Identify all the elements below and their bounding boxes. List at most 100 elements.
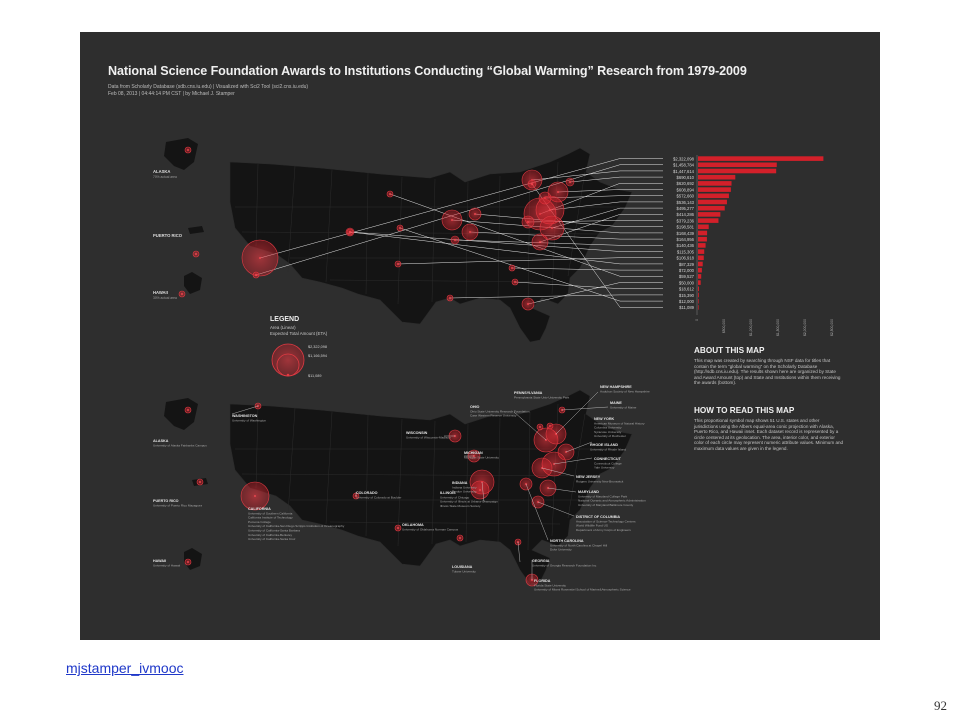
institution-name: Duke University (550, 548, 572, 552)
institution-name: Columbia University (594, 426, 622, 430)
award-center-dot (511, 267, 513, 269)
poster-subtitle-date: Feb 08, 2013 | 04:44:14 PM CST | by Mich… (108, 91, 235, 97)
institution-name: Association of Science-Technology Center… (576, 519, 636, 523)
institution-name: Ohio State University Research Foundatio… (470, 409, 530, 413)
top-pr-shape (188, 226, 204, 234)
connector-line (549, 201, 663, 211)
state-name: ALASKA (153, 439, 169, 443)
bar (698, 249, 705, 254)
bar (698, 274, 702, 279)
connector-line (255, 164, 663, 276)
institution-name: Department of Army Corps of Engineers (576, 528, 631, 532)
top-inset-alaska-label: ALASKA (153, 169, 170, 174)
institution-name: University of Puerto Rico Mayaguez (153, 503, 203, 507)
bottom-leader-lines (231, 391, 609, 580)
bar (698, 205, 725, 211)
award-center-dot (469, 231, 471, 233)
state-name: WASHINGTON (232, 414, 258, 418)
how-to-read-body: This proportional symbol map shows 51 U.… (694, 418, 844, 451)
footer-source-link[interactable]: mjstamper_ivmooc (66, 660, 184, 676)
bar (698, 255, 704, 261)
bar (698, 156, 824, 161)
bar-label: $379,236 (677, 218, 695, 223)
legend: LEGEND Area (Linear) Expected Total Amou… (270, 316, 328, 378)
bar-label: $87,329 (679, 262, 695, 267)
bar (698, 199, 727, 205)
connector-line (349, 231, 663, 265)
award-center-dot (399, 227, 401, 229)
award-center-dot (549, 209, 551, 211)
bar (698, 193, 729, 199)
bar (698, 305, 699, 310)
award-center-dot (527, 221, 529, 223)
institution-name: University of Maine (610, 405, 637, 409)
institution-center-dot (187, 561, 189, 563)
page-number: 92 (934, 698, 947, 713)
connector-line (511, 267, 663, 271)
institution-name: University of Chicago (440, 495, 470, 499)
top-inset-hawaii-label: HAWAII (153, 290, 168, 295)
bar-axis-tick: 0 (695, 319, 699, 321)
award-center-dot (454, 239, 456, 241)
legend-circle-max (271, 343, 305, 377)
award-center-dot (195, 253, 197, 255)
bar (698, 212, 721, 217)
institution-name: University of Alaska Fairbanks Campus (153, 443, 207, 447)
institution-name: Florida State University (534, 583, 566, 587)
state-name: CALIFORNIA (248, 507, 271, 511)
award-center-dot (255, 274, 257, 276)
state-name: OHIO (470, 405, 480, 409)
state-name: MAINE (610, 401, 622, 405)
institution-center-dot (459, 537, 461, 539)
bar (698, 236, 707, 242)
legend-value-min: $11,089 (308, 374, 321, 378)
award-center-dot (389, 193, 391, 195)
institution-name: University of Rochester (594, 434, 626, 438)
institution-name: Connecticut College (594, 461, 622, 465)
bar (698, 298, 699, 304)
award-center-dot (397, 263, 399, 265)
institution-name: Pennsylvania State Univ University Park (514, 395, 570, 399)
bar (698, 168, 777, 174)
bar (698, 218, 719, 223)
bar-label: $2,322,098 (673, 156, 695, 161)
institution-center-dot (187, 409, 189, 411)
bar-label: $495,277 (677, 206, 695, 211)
connector-line (399, 227, 663, 302)
bar-axis-tick: $2,000,000 (803, 319, 807, 336)
institution-name: University of Miami Rosenstiel School of… (534, 588, 631, 592)
award-center-dot (349, 231, 351, 233)
leader-line (231, 405, 259, 415)
top-us-landmass (229, 147, 633, 343)
bar (698, 261, 703, 267)
institution-center-dot (199, 481, 201, 483)
connector-line (454, 239, 663, 246)
connector-line (514, 281, 663, 289)
leader-line (513, 411, 547, 441)
bar-label: $168,439 (677, 231, 695, 236)
institution-center-dot (257, 405, 259, 407)
how-to-read-heading: HOW TO READ THIS MAP (694, 406, 795, 415)
state-name: DISTRICT OF COLUMBIA (576, 515, 620, 519)
top-alaska-shape (164, 138, 198, 170)
institution-name: University of North Carolina at Chapel H… (550, 543, 607, 547)
institution-name: University of Southern California (248, 511, 293, 515)
state-name: HAWAII (153, 559, 166, 563)
legend-subtitle-area: Area (Linear) (270, 325, 296, 330)
connector-line (449, 294, 663, 299)
institution-name: Tulane University (452, 569, 476, 573)
bar (698, 162, 777, 168)
bar (698, 174, 736, 180)
bar (698, 224, 709, 230)
leader-line (517, 541, 521, 563)
